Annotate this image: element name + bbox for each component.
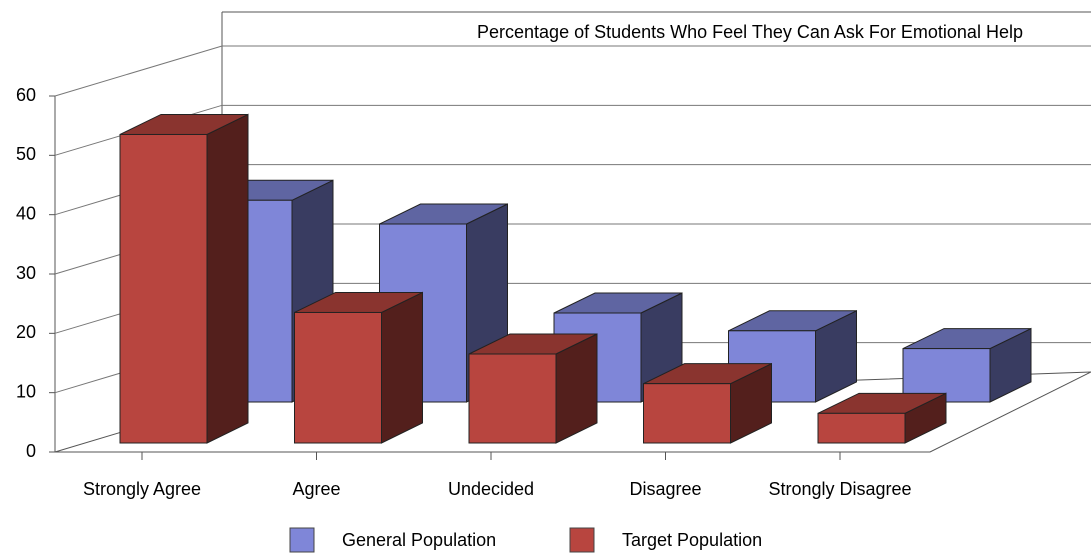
y-tick-label: 0 [26,441,36,461]
bar [119,113,249,444]
bar [294,291,423,444]
y-tick-label: 20 [16,322,36,342]
y-tick-label: 50 [16,144,36,164]
legend-label: General Population [342,530,496,550]
legend-swatch [289,527,315,553]
bar-side [206,113,249,444]
bar-front [294,311,382,444]
legend-label: Target Population [622,530,762,550]
grid-line [54,104,1091,156]
bar [643,362,772,444]
bar [902,327,1032,403]
bar [817,392,947,444]
y-tick-label: 40 [16,203,36,223]
y-tick-label: 30 [16,263,36,283]
x-tick-label: Strongly Agree [83,479,201,499]
y-tick-label: 60 [16,85,36,105]
x-tick-label: Undecided [448,479,534,499]
bar-front [643,383,731,444]
bar-front [817,412,906,444]
grid-line [54,45,1091,97]
bar-side [381,291,423,444]
x-tick-label: Disagree [629,479,701,499]
bar [468,333,598,444]
x-tick-label: Strongly Disagree [768,479,911,499]
bar-front [468,353,557,444]
y-tick-label: 10 [16,381,36,401]
chart-title: Percentage of Students Who Feel They Can… [477,22,1023,42]
legend-swatch [569,527,595,553]
bar-front [119,133,208,444]
x-tick-label: Agree [292,479,340,499]
